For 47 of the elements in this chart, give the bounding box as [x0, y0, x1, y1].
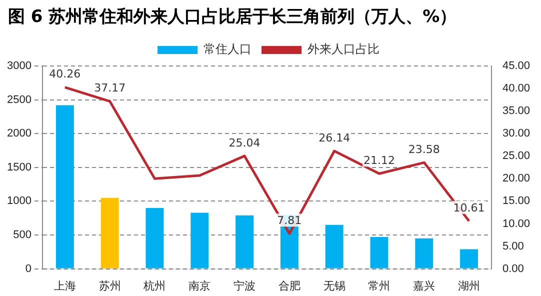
data-label: 25.04 — [228, 136, 260, 150]
y-tick-label: 2500 — [6, 94, 32, 106]
x-tick-label: 合肥 — [278, 279, 300, 292]
y-tick-label: 1000 — [6, 195, 32, 208]
bar — [56, 105, 74, 268]
bar — [415, 238, 434, 268]
y2-tick-label: 20.00 — [502, 172, 530, 185]
legend-label: 常住人口 — [204, 42, 252, 56]
x-tick-label: 宁波 — [234, 279, 256, 292]
bar — [100, 198, 119, 268]
y-tick-label: 0 — [25, 262, 32, 275]
data-label: 37.17 — [94, 82, 126, 95]
data-label: 40.26 — [49, 68, 81, 81]
x-tick-label: 湖州 — [458, 279, 480, 292]
bar — [370, 237, 388, 268]
bar — [236, 215, 254, 268]
x-tick-label: 嘉兴 — [413, 279, 436, 292]
y2-tick-label: 10.00 — [502, 218, 530, 230]
x-tick-label: 常州 — [368, 279, 390, 292]
y2-tick-label: 30.00 — [502, 128, 530, 140]
bar — [190, 212, 209, 268]
chart-title: 图 6 苏州常住和外来人口占比居于长三角前列（万人、%） — [7, 6, 458, 29]
x-tick-label: 无锡 — [323, 280, 346, 292]
y-tick-label: 2000 — [6, 128, 32, 140]
y-tick-label: 1500 — [6, 161, 32, 174]
legend-label: 外来人口占比 — [308, 42, 380, 56]
y2-tick-label: 15.00 — [502, 195, 530, 208]
x-tick-label: 南京 — [188, 279, 211, 292]
y2-tick-label: 45.00 — [502, 60, 530, 72]
y-tick-label: 3000 — [6, 60, 32, 72]
x-tick-label: 杭州 — [142, 279, 166, 292]
bar — [325, 224, 344, 268]
data-label: 23.58 — [408, 142, 440, 156]
data-label: 21.12 — [363, 154, 395, 167]
bar — [460, 249, 478, 268]
data-label: 26.14 — [318, 131, 350, 144]
data-label: 7.81 — [277, 214, 302, 227]
y2-tick-label: 0.00 — [502, 262, 524, 275]
bar — [146, 208, 164, 268]
y-tick-label: 500 — [13, 229, 32, 242]
x-tick-label: 上海 — [54, 279, 76, 292]
data-label: 10.61 — [453, 201, 485, 214]
y2-tick-label: 40.00 — [502, 82, 530, 95]
x-tick-label: 苏州 — [98, 279, 121, 292]
y2-tick-label: 5.00 — [502, 240, 524, 252]
y2-tick-label: 35.00 — [502, 105, 530, 118]
y2-tick-label: 25.00 — [502, 150, 530, 162]
